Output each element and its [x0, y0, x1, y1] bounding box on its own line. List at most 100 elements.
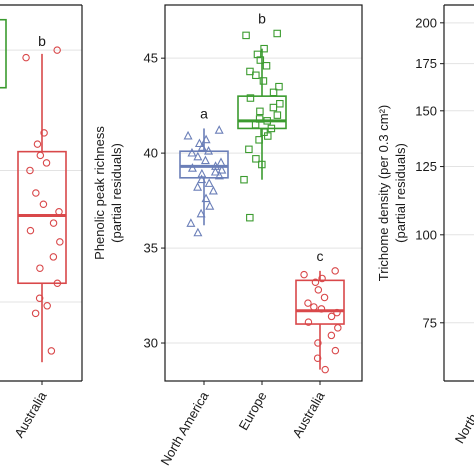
box-north-america-point — [204, 146, 214, 155]
box-europe-point — [245, 145, 253, 154]
significance-letter: b — [258, 10, 266, 26]
box-australia-point — [318, 274, 326, 283]
box-australia-box — [295, 270, 345, 370]
box-australia-left-box — [17, 53, 67, 363]
box-europe-point — [242, 31, 250, 40]
box-north-america-point — [210, 166, 220, 176]
x-tick-label: North — [452, 411, 474, 446]
box-australia-point — [334, 324, 342, 332]
box-europe-point — [256, 107, 264, 116]
box-europe-point — [269, 103, 278, 112]
box-north-america-point — [216, 157, 226, 167]
x-tick-label: Europe — [236, 389, 270, 433]
box-north-america-point — [214, 170, 224, 180]
box-europe-point — [252, 155, 260, 163]
box-australia-left-point — [53, 279, 62, 287]
box-europe-points — [240, 29, 284, 222]
y-axis-label-line1: Phenolic peak richness — [92, 126, 107, 260]
box-north-america-point — [200, 155, 210, 165]
box-australia-left-point — [55, 208, 63, 216]
box-australia-left-point — [53, 46, 61, 54]
box-australia-left-point — [39, 200, 48, 209]
y-tick-label: 200 — [415, 15, 437, 30]
box-europe-point — [262, 62, 271, 70]
y-tick-label: 45 — [144, 51, 158, 66]
box-australia-point — [327, 312, 336, 321]
box-australia-point — [314, 286, 323, 294]
box-europe-point — [269, 88, 278, 97]
y-axis-label-line1: Trichome density (per 0.3 cm²) — [376, 105, 391, 282]
box-north-america-point — [201, 134, 211, 144]
plot-frame — [164, 4, 363, 382]
box-australia-point — [300, 270, 308, 279]
box-australia-point — [333, 308, 341, 317]
box-australia-point — [313, 354, 322, 362]
y-tick-label: 75 — [423, 315, 437, 330]
box-north-america-point — [187, 147, 197, 157]
box-australia-point — [331, 346, 340, 355]
box-europe-point — [246, 213, 254, 222]
box-europe-point — [276, 99, 284, 108]
y-axis-label-line2: (partial residuals) — [109, 143, 124, 243]
box-australia-point — [321, 365, 329, 374]
box-europe-iqr — [237, 95, 287, 130]
box-europe-point — [255, 115, 264, 123]
box-europe-point — [256, 56, 265, 64]
box-australia-left-point — [42, 159, 51, 167]
box-north-america-point — [183, 130, 193, 140]
panel-left: b Australia — [0, 4, 83, 440]
box-north-america-point — [186, 218, 196, 227]
y-tick-label: 150 — [415, 103, 437, 118]
box-australia-point — [320, 293, 329, 302]
box-north-america-iqr — [179, 150, 229, 179]
box-europe-point — [246, 94, 255, 102]
box-north-america-point — [193, 182, 203, 191]
box-australia-point — [331, 267, 339, 275]
box-north-america-point — [197, 142, 207, 151]
box-australia-left-point — [56, 238, 64, 246]
y-tick-label: 125 — [415, 159, 437, 174]
box-north-america-point — [205, 201, 215, 210]
x-tick-label: Australia — [11, 388, 50, 440]
box-australia-point — [304, 299, 312, 307]
box-europe-point — [273, 29, 281, 38]
significance-letter: c — [317, 248, 324, 264]
box-north-america-point — [193, 227, 203, 237]
box-europe-point — [252, 71, 260, 80]
box-north-america-point — [187, 163, 197, 172]
box-australia-left-point — [49, 253, 58, 261]
box-north-america-point — [214, 125, 224, 134]
panel-middle: 30 35 40 45 Phenolic peak richness (partial r… — [92, 4, 363, 468]
box-australia-left-point — [22, 53, 30, 62]
box-europe-point — [264, 132, 272, 140]
box-australia-left-point — [36, 151, 45, 160]
box-europe-point — [251, 120, 260, 129]
box-north-america-point — [208, 185, 218, 195]
box-europe-point — [255, 136, 263, 144]
box-australia-left-point — [33, 140, 42, 148]
box-australia-left-point — [47, 347, 56, 355]
box-australia-left-point — [43, 302, 51, 310]
y-axis-label-line2: (partial residuals) — [393, 143, 408, 243]
box-australia-left-point — [49, 219, 58, 227]
box-north-america-points — [183, 125, 227, 237]
significance-letter: b — [38, 33, 46, 49]
box-australia-left-point — [26, 226, 35, 235]
box-australia-points — [300, 267, 342, 374]
box-europe-point — [260, 44, 268, 53]
y-tick-label: 100 — [415, 227, 437, 242]
box-australia-left-point — [36, 264, 44, 272]
significance-letter: a — [200, 105, 208, 121]
box-australia-left-point — [32, 189, 40, 197]
box-north-america-point — [197, 174, 207, 184]
box-europe-point — [275, 82, 283, 91]
box-australia-left-points — [22, 46, 64, 355]
box-europe-point — [267, 124, 276, 133]
box-australia-point — [327, 331, 336, 340]
box-europe-point — [263, 117, 271, 125]
box-australia-left-point — [35, 294, 44, 303]
box-australia-point — [304, 318, 313, 326]
box-australia-left-point — [31, 309, 40, 318]
box-north-america-point — [204, 178, 214, 187]
